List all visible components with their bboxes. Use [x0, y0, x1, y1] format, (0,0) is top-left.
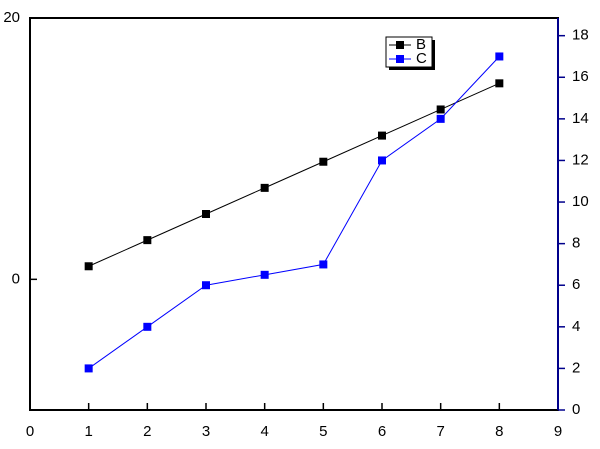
x-tick-label: 4	[260, 423, 268, 440]
x-tick-label: 5	[319, 423, 327, 440]
y-tick-label: 20	[3, 9, 20, 26]
x-tick-label: 0	[26, 423, 34, 440]
legend-marker	[396, 55, 404, 63]
y2-tick-label: 12	[572, 151, 589, 168]
point	[378, 131, 386, 140]
y2-tick-label: 18	[572, 27, 589, 44]
legend-box	[385, 36, 433, 68]
point	[84, 262, 93, 271]
x-tick-label: 3	[202, 423, 210, 440]
legend-label: B	[416, 36, 426, 53]
y-tick-label: 0	[12, 270, 20, 287]
y2-tick-label: 0	[572, 401, 580, 418]
point	[143, 322, 152, 331]
point	[84, 364, 93, 373]
y2-tick-label: 2	[572, 359, 580, 376]
series-line	[88, 56, 500, 369]
x-tick-label: 9	[554, 423, 562, 440]
y2-tick-label: 16	[572, 68, 589, 85]
y2-tick-label: 14	[572, 110, 589, 127]
plot-frame	[29, 17, 559, 411]
point	[260, 183, 269, 192]
point	[436, 105, 445, 114]
point	[260, 270, 269, 279]
point	[202, 210, 210, 218]
legend-label: C	[416, 50, 427, 67]
point	[319, 157, 328, 166]
x-tick-label: 8	[495, 423, 503, 440]
y2-tick-label: 4	[572, 318, 580, 335]
point	[495, 79, 504, 88]
x-tick-label: 6	[378, 423, 386, 440]
legend-marker	[396, 41, 404, 49]
point	[319, 260, 328, 269]
x-tick-label: 2	[143, 423, 151, 440]
series-line	[88, 82, 500, 267]
point	[495, 52, 504, 61]
y2-tick-label: 10	[572, 193, 589, 210]
x-tick-label: 7	[436, 423, 444, 440]
point	[378, 156, 386, 165]
point	[143, 236, 152, 245]
point	[436, 114, 445, 123]
x-tick-label: 1	[84, 423, 92, 440]
point	[202, 281, 210, 290]
y2-tick-label: 8	[572, 235, 580, 252]
y2-tick-label: 6	[572, 276, 580, 293]
